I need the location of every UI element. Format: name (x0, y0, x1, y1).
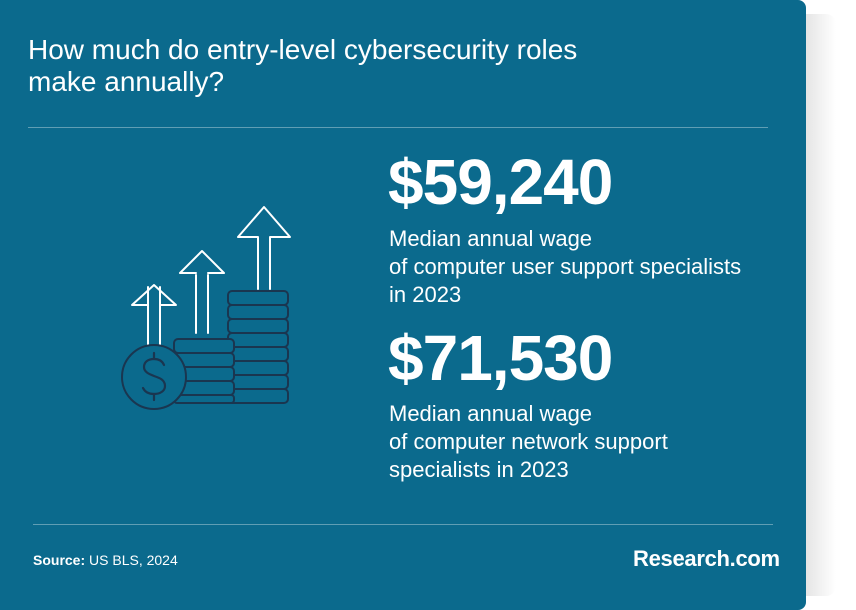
stat-desc-user-support: Median annual wage of computer user supp… (389, 225, 741, 309)
stat-value-network-support: $71,530 (388, 322, 613, 394)
infographic-card: How much do entry-level cybersecurity ro… (0, 0, 806, 610)
growth-coins-arrows-icon (121, 206, 291, 410)
brand-logo-text: Research.com (633, 546, 780, 571)
stat-desc-line: Median annual wage (389, 226, 593, 251)
top-divider (28, 127, 768, 128)
source-text: US BLS, 2024 (89, 552, 178, 568)
stat-desc-line: specialists in 2023 (389, 457, 569, 482)
stat-desc-network-support: Median annual wage of computer network s… (389, 400, 668, 484)
stat-desc-line: of computer network support (389, 429, 668, 454)
stat-desc-line: of computer user support specialists (389, 254, 742, 279)
source-note: Source: US BLS, 2024 (33, 552, 178, 568)
stat-desc-line: Median annual wage (389, 401, 593, 426)
title-line-2: make annually? (28, 66, 225, 97)
bottom-divider (33, 524, 773, 525)
source-label: Source: (33, 552, 86, 568)
stat-value-user-support: $59,240 (388, 146, 613, 218)
card-shadow (806, 14, 836, 596)
page-title: How much do entry-level cybersecurity ro… (28, 34, 728, 98)
title-line-1: How much do entry-level cybersecurity ro… (28, 34, 578, 65)
stat-desc-line: in 2023 (389, 282, 462, 307)
